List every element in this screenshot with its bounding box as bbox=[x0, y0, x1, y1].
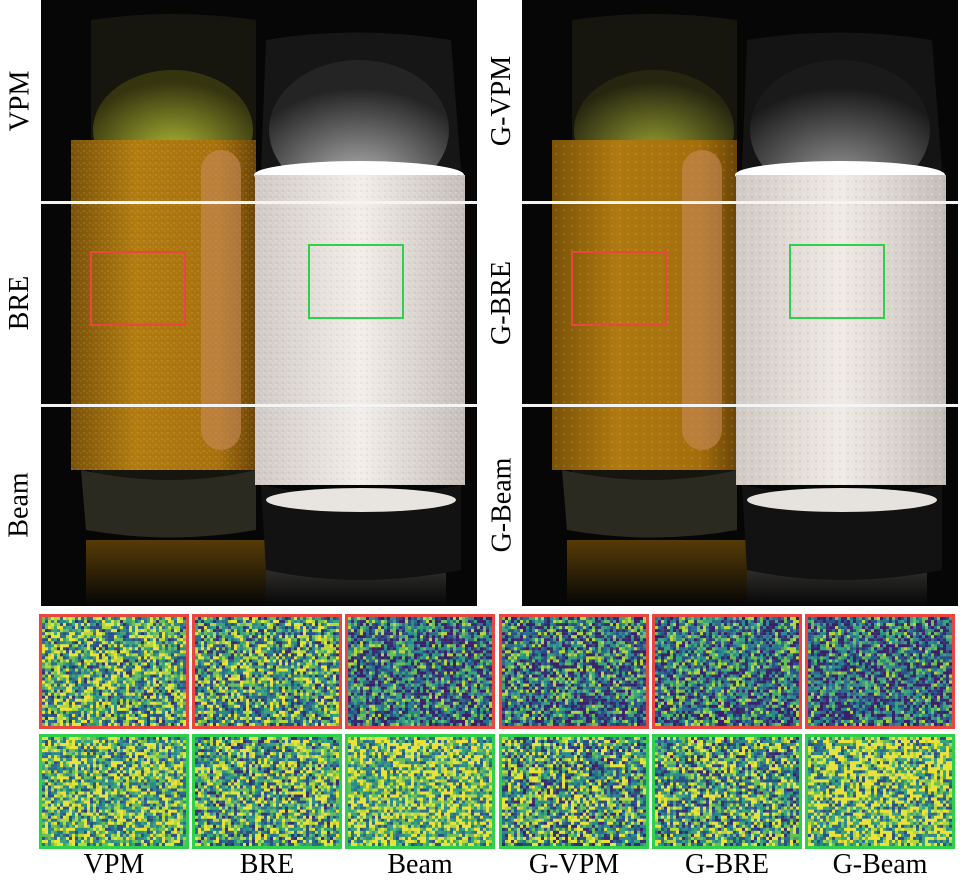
column-label-g-bre: G-BRE bbox=[652, 846, 802, 884]
red-crop-beam bbox=[345, 614, 495, 729]
glasses-render-right bbox=[522, 0, 958, 606]
row-divider-1 bbox=[41, 201, 477, 204]
green-crop-g-bre bbox=[652, 734, 802, 849]
row-label-vpm: VPM bbox=[0, 0, 40, 202]
noise-map bbox=[502, 617, 646, 726]
row-label-beam: Beam bbox=[0, 404, 40, 606]
noise-map bbox=[42, 617, 186, 726]
red-crop-g-vpm bbox=[499, 614, 649, 729]
green-inset-box bbox=[308, 244, 404, 319]
green-crop-bre bbox=[192, 734, 342, 849]
noise-map bbox=[808, 737, 952, 846]
green-crop-beam bbox=[345, 734, 495, 849]
red-inset-box bbox=[90, 251, 186, 326]
noise-map bbox=[348, 617, 492, 726]
row-divider-1 bbox=[522, 201, 958, 204]
row-label-g-vpm: G-VPM bbox=[482, 0, 522, 202]
noise-map bbox=[502, 737, 646, 846]
row-divider-2 bbox=[41, 404, 477, 407]
noise-map bbox=[195, 737, 339, 846]
red-crop-bre bbox=[192, 614, 342, 729]
green-crop-vpm bbox=[39, 734, 189, 849]
column-label-g-beam: G-Beam bbox=[805, 846, 955, 884]
row-divider-2 bbox=[522, 404, 958, 407]
green-crop-g-beam bbox=[805, 734, 955, 849]
row-label-bre: BRE bbox=[0, 202, 40, 404]
green-inset-box bbox=[789, 244, 885, 319]
noise-map bbox=[42, 737, 186, 846]
red-inset-box bbox=[571, 251, 667, 326]
right-render-image bbox=[522, 0, 958, 606]
red-crop-g-beam bbox=[805, 614, 955, 729]
row-label-g-bre: G-BRE bbox=[482, 202, 522, 404]
noise-map bbox=[195, 617, 339, 726]
glasses-render-left bbox=[41, 0, 477, 606]
noise-map bbox=[348, 737, 492, 846]
row-label-g-beam: G-Beam bbox=[482, 404, 522, 606]
left-render-image bbox=[41, 0, 477, 606]
red-crop-g-bre bbox=[652, 614, 802, 729]
noise-map bbox=[655, 617, 799, 726]
column-label-bre: BRE bbox=[192, 846, 342, 884]
red-crop-vpm bbox=[39, 614, 189, 729]
noise-map bbox=[808, 617, 952, 726]
column-label-beam: Beam bbox=[345, 846, 495, 884]
noise-map bbox=[655, 737, 799, 846]
column-label-vpm: VPM bbox=[39, 846, 189, 884]
column-label-g-vpm: G-VPM bbox=[499, 846, 649, 884]
green-crop-g-vpm bbox=[499, 734, 649, 849]
